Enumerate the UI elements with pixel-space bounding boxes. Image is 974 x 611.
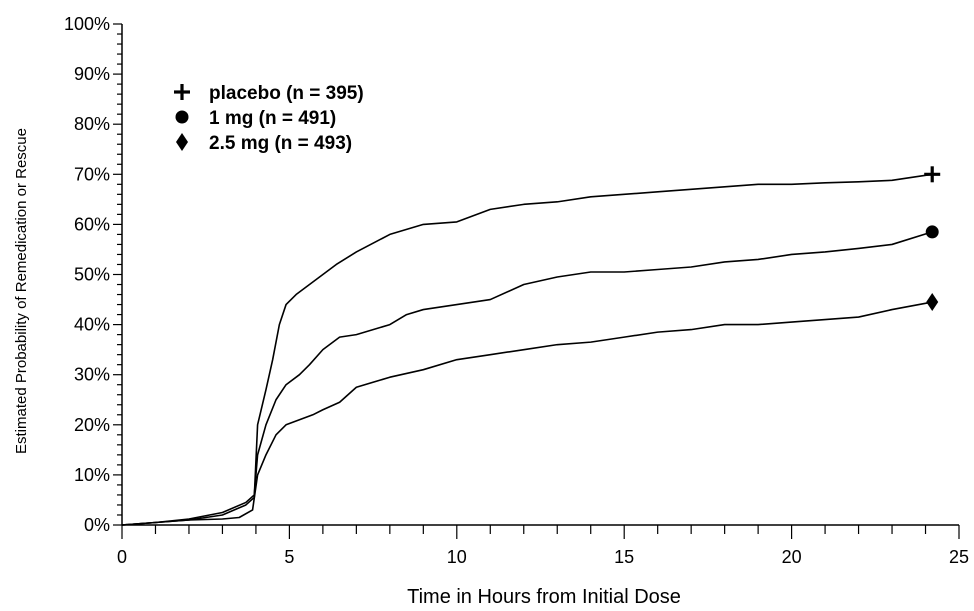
y-tick-label: 20% [74, 415, 110, 435]
x-axis-label: Time in Hours from Initial Dose [407, 586, 681, 608]
series-end-marker-1 [925, 225, 939, 239]
y-tick-label: 90% [74, 64, 110, 84]
y-tick-label: 60% [74, 214, 110, 234]
x-tick-label: 0 [117, 547, 127, 567]
y-tick-label: 10% [74, 465, 110, 485]
legend-marker-0 [174, 84, 190, 100]
series-line-1 [121, 231, 933, 526]
x-tick-label: 15 [614, 547, 634, 567]
y-tick-label: 70% [74, 164, 110, 184]
legend-marker-1 [175, 110, 189, 124]
x-tick-label: 25 [949, 547, 969, 567]
x-tick-label: 5 [284, 547, 294, 567]
y-tick-label: 40% [74, 315, 110, 335]
legend-label-0: placebo (n = 395) [209, 83, 364, 104]
legend-marker-2 [176, 133, 188, 151]
y-axis-label: Estimated Probability of Remedication or… [13, 128, 30, 454]
series-lines [121, 166, 941, 526]
legend: placebo (n = 395) 1 mg (n = 491) 2.5 mg (n… [174, 83, 364, 154]
y-tick-label: 30% [74, 365, 110, 385]
series-line-2 [121, 301, 933, 526]
axes: 0% 10% 20% 30% 40% 50% 60% 70% 80% 90% 100% 0 5 10 15 2… [64, 14, 969, 567]
series-end-marker-2 [926, 293, 939, 312]
y-tick-label: 100% [64, 14, 110, 34]
x-tick-label: 10 [447, 547, 467, 567]
series-end-marker-0 [924, 166, 941, 183]
y-tick-label: 0% [84, 515, 110, 535]
y-tick-label: 80% [74, 114, 110, 134]
y-tick-label: 50% [74, 265, 110, 285]
legend-label-1: 1 mg (n = 491) [209, 108, 336, 129]
legend-label-2: 2.5 mg (n = 493) [209, 133, 352, 154]
x-tick-label: 20 [782, 547, 802, 567]
